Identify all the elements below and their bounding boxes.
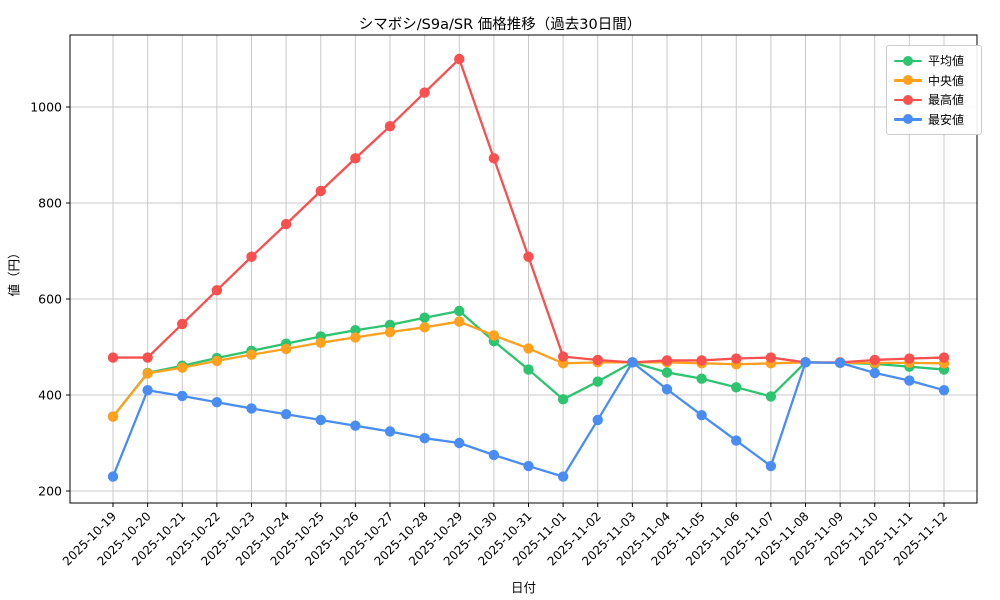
data-point (419, 87, 430, 98)
data-point (696, 355, 707, 366)
data-point (765, 460, 777, 472)
data-point (904, 353, 915, 364)
data-point (107, 411, 119, 422)
data-point (661, 367, 673, 378)
data-point (280, 409, 292, 420)
data-point (869, 367, 880, 379)
data-point (800, 357, 811, 368)
legend: 平均値 中央値 最高値 最安値 (886, 45, 982, 135)
data-point (419, 322, 430, 333)
data-point (731, 435, 742, 446)
data-point (384, 326, 396, 338)
data-point (419, 312, 430, 323)
legend-item-average: 平均値 (894, 51, 973, 71)
data-point (419, 433, 430, 444)
data-point (177, 362, 188, 373)
legend-item-min: 最安値 (894, 110, 973, 130)
data-point (454, 437, 465, 449)
data-point (834, 357, 846, 369)
data-point (592, 376, 603, 387)
y-tick-label: 800 (38, 196, 62, 211)
data-point (384, 121, 396, 132)
data-point (350, 332, 361, 343)
data-point (315, 185, 326, 197)
y-tick-label: 200 (38, 484, 62, 499)
legend-label: 平均値 (928, 54, 965, 69)
data-point (211, 285, 223, 296)
y-tick-label: 1000 (30, 100, 62, 115)
data-point (765, 352, 777, 363)
data-point (454, 305, 465, 317)
data-point (627, 357, 638, 368)
median-line-marker (894, 75, 922, 86)
data-point (904, 375, 915, 386)
average-line-marker (894, 55, 922, 66)
data-point (246, 251, 257, 262)
data-point (280, 343, 292, 355)
data-point (280, 218, 292, 230)
legend-label: 最高値 (928, 93, 965, 108)
data-point (350, 420, 361, 431)
data-point (938, 385, 950, 396)
data-point (384, 426, 396, 437)
data-point (384, 319, 396, 331)
data-point (731, 382, 742, 393)
data-point (523, 251, 534, 262)
data-point (488, 449, 500, 461)
legend-label: 最安値 (928, 112, 965, 127)
min-line-marker (894, 114, 922, 125)
data-point (142, 385, 153, 396)
data-point (315, 414, 326, 426)
data-point (211, 355, 223, 367)
data-point (246, 403, 257, 414)
data-point (107, 352, 119, 363)
data-point (454, 316, 465, 327)
data-point (592, 354, 603, 366)
data-point (696, 373, 707, 384)
data-point (661, 355, 673, 366)
x-axis-label: 日付 (510, 580, 536, 595)
data-point (142, 368, 153, 379)
y-tick-label: 600 (38, 292, 62, 307)
data-point (661, 384, 673, 395)
data-point (315, 337, 326, 348)
data-point (488, 330, 500, 341)
data-point (523, 460, 534, 472)
data-point (177, 390, 188, 402)
data-point (696, 409, 707, 421)
data-point (557, 351, 569, 362)
data-point (107, 471, 119, 482)
legend-item-median: 中央値 (894, 71, 973, 91)
legend-item-max: 最高値 (894, 90, 973, 110)
chart-title: シマボシ/S9a/SR 価格推移（過去30日間） (358, 17, 642, 33)
data-point (177, 318, 188, 330)
data-point (765, 391, 777, 402)
data-point (142, 352, 153, 363)
data-point (938, 352, 950, 363)
data-point (557, 471, 569, 482)
legend-label: 中央値 (928, 73, 965, 88)
data-point (350, 153, 361, 164)
data-point (350, 325, 361, 336)
data-point (731, 353, 742, 364)
max-line-marker (894, 94, 922, 105)
data-point (592, 414, 603, 426)
data-point (869, 354, 880, 366)
y-tick-label: 400 (38, 388, 62, 403)
data-point (523, 343, 534, 354)
axes-frame (69, 34, 978, 504)
data-point (488, 153, 500, 164)
data-point (211, 397, 223, 408)
data-point (246, 349, 257, 360)
data-point (523, 364, 534, 375)
data-point (454, 53, 465, 65)
data-point (557, 394, 569, 405)
